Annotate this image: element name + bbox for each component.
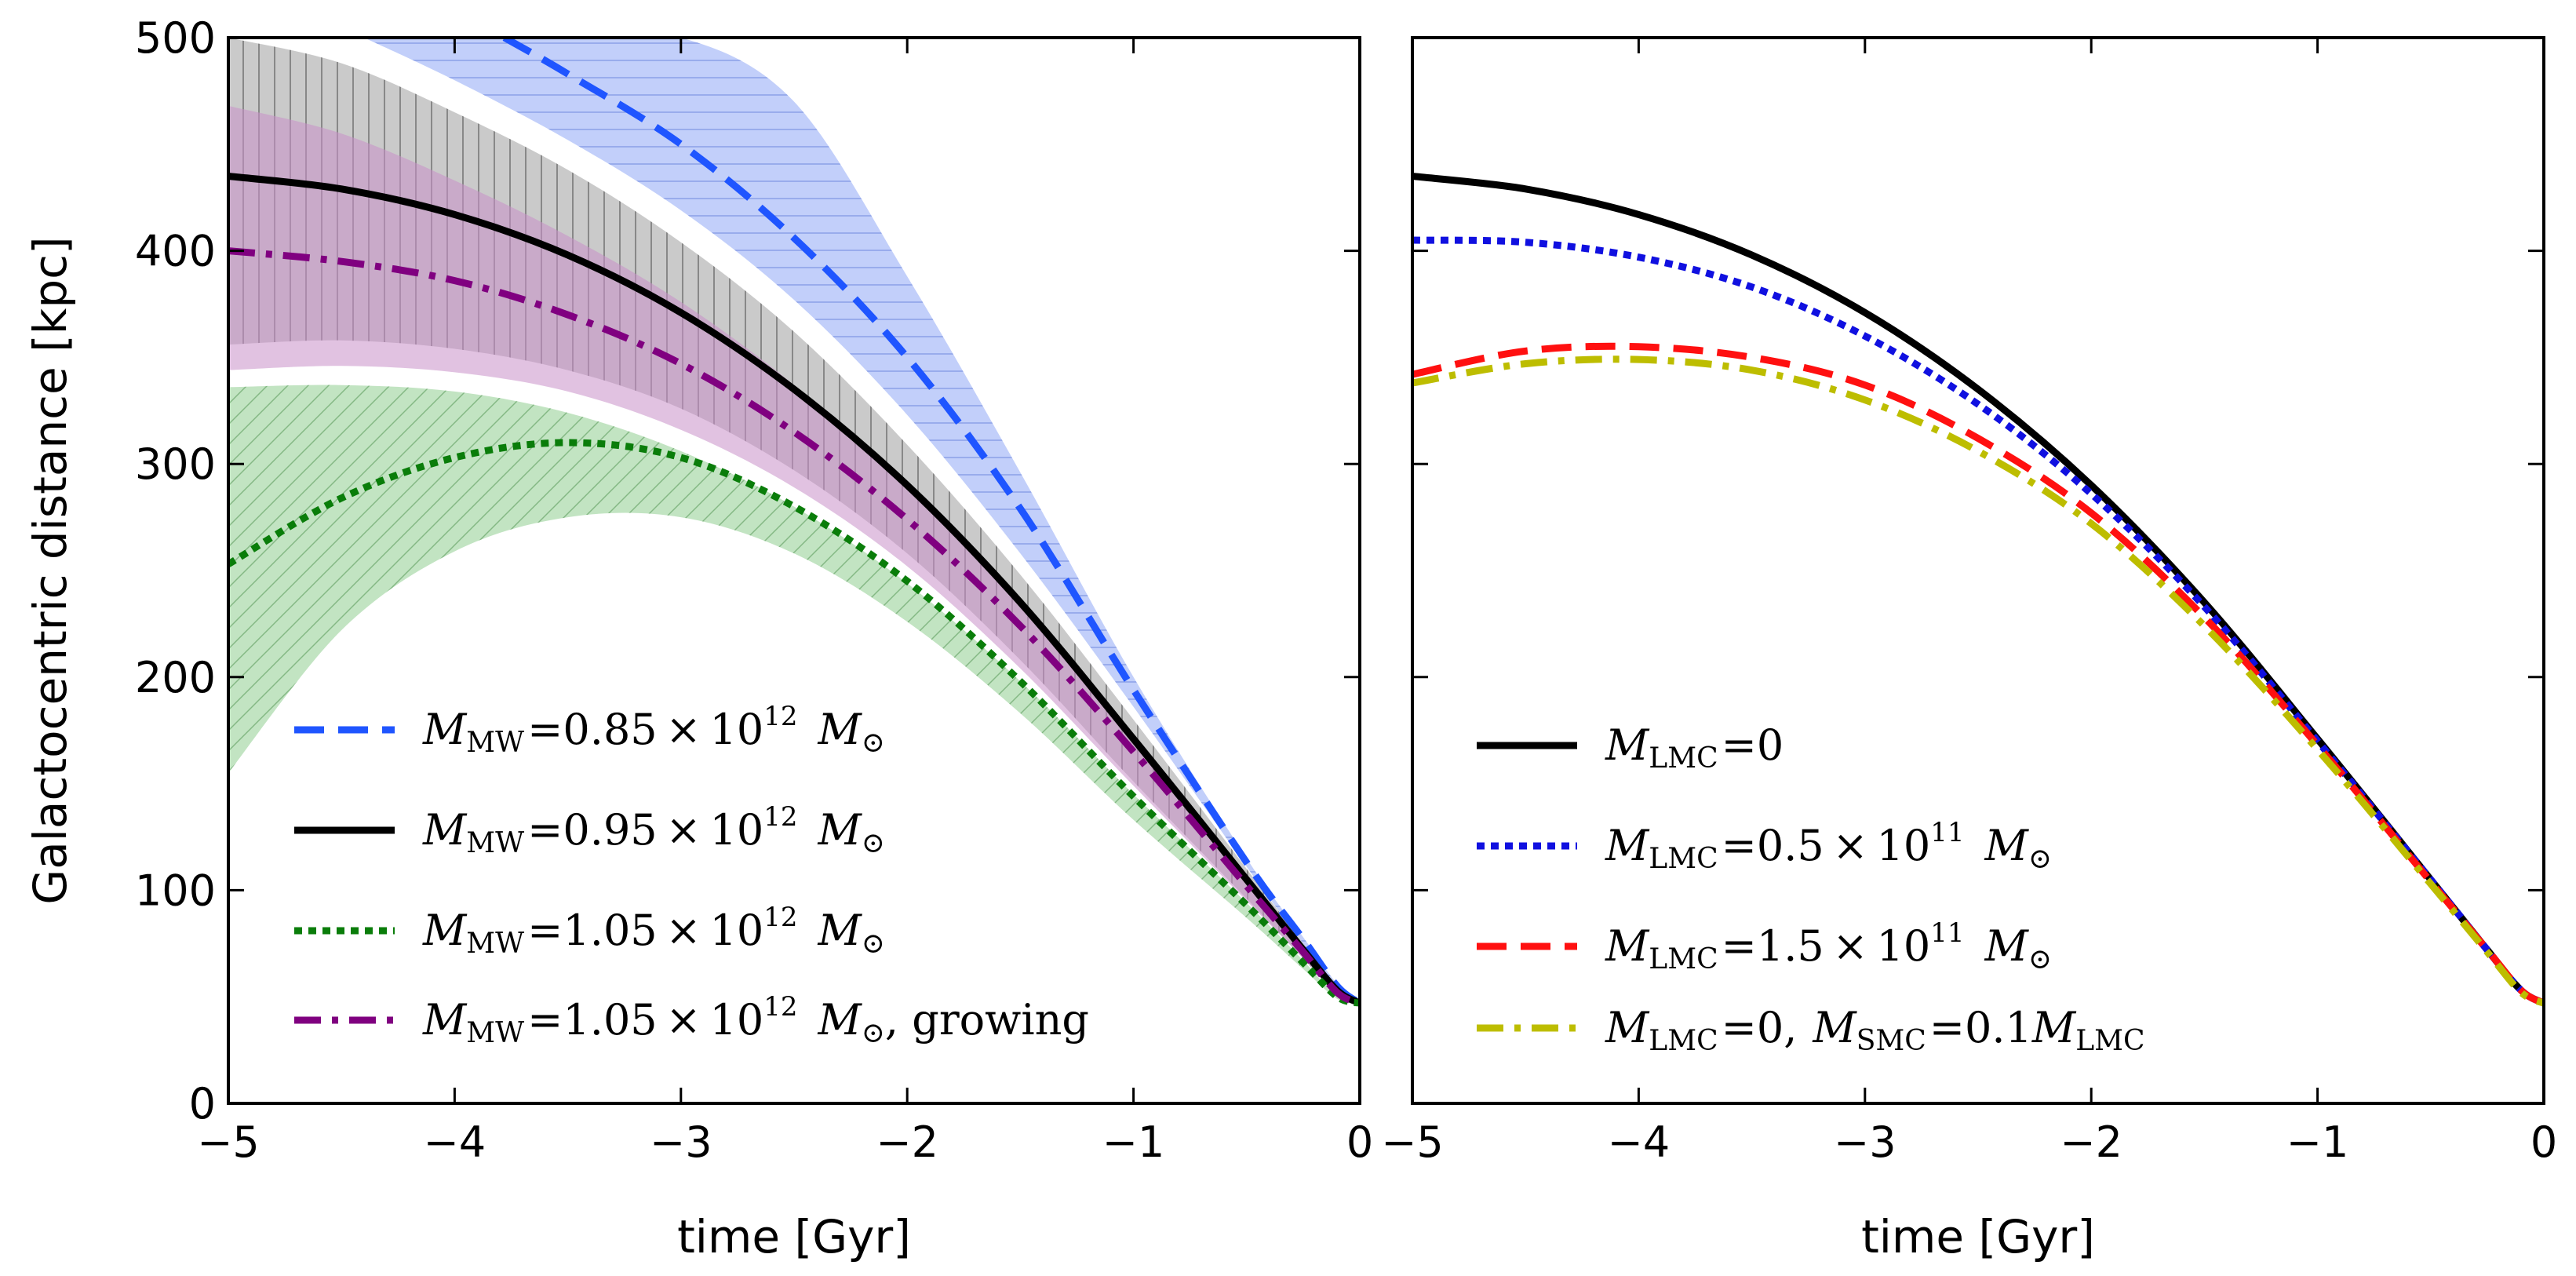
legend-text-part: M	[1984, 821, 2030, 870]
x-tick-label: −4	[424, 1117, 486, 1167]
legend-text-part: =0.85 × 10	[527, 705, 763, 754]
band-hatch-3	[364, 38, 1360, 1004]
series-line-0	[502, 38, 1360, 1007]
legend-text-part: M	[817, 705, 862, 754]
legend-text-part: MW	[466, 727, 524, 759]
legend-text-part: M	[1984, 921, 2030, 971]
legend-text-part: MW	[466, 827, 524, 859]
legend-text-part: MW	[466, 1017, 524, 1049]
legend-text-part: =1.05 × 10	[527, 995, 763, 1044]
legend-text-part: MW	[466, 928, 524, 960]
legend-label: MMW=1.05 × 1012 M⊙	[422, 902, 885, 960]
legend-text-part: =0	[1722, 720, 1784, 770]
legend-text-part: M	[817, 995, 862, 1044]
x-tick-label: −3	[650, 1117, 712, 1167]
legend-text-part: ⊙	[2028, 843, 2052, 875]
legend-text-part: =0,	[1722, 1003, 1798, 1052]
legend-text-part: SMC	[1856, 1025, 1926, 1057]
legend-text-part: M	[817, 805, 862, 855]
legend-text-part: M	[1812, 1003, 1857, 1052]
legend-text-part: M	[817, 906, 862, 955]
legend-text-part: LMC	[1649, 1025, 1718, 1057]
legend-text-part: =0.95 × 10	[527, 805, 763, 855]
legend-text-part: M	[422, 995, 468, 1044]
legend-label: MMW=1.05 × 1012 M⊙, growing	[422, 991, 1089, 1049]
x-tick-label: −2	[876, 1117, 938, 1167]
legend-text-part: 11	[1930, 817, 1964, 848]
legend-text-part: M	[422, 805, 468, 855]
legend-text-part: LMC	[1649, 843, 1718, 875]
legend-text-part: 12	[763, 902, 797, 933]
legend-text-part: 12	[763, 991, 797, 1023]
band-hatch-0	[228, 385, 1360, 1004]
left-lines	[228, 38, 1360, 1007]
legend-label: MMW=0.85 × 1012 M⊙	[422, 701, 885, 759]
y-tick-label: 0	[189, 1079, 216, 1128]
legend-label: MLMC=0, MSMC=0.1MLMC	[1605, 1003, 2145, 1057]
legend-text-part: M	[1605, 720, 1650, 770]
left-legend: MMW=0.85 × 1012 M⊙MMW=0.95 × 1012 M⊙MMW=1.…	[294, 701, 1089, 1049]
legend-text-part: M	[422, 906, 468, 955]
x-tick-label: 0	[1346, 1117, 1373, 1167]
series-line-0	[1412, 173, 2544, 1007]
legend-text-part: =1.5 × 10	[1722, 921, 1931, 971]
legend-text-part: LMC	[1649, 742, 1718, 775]
legend-label: MLMC=1.5 × 1011 M⊙	[1605, 917, 2052, 975]
right-lines	[1412, 173, 2544, 1007]
right-x-axis-label: time [Gyr]	[1861, 1210, 2095, 1263]
legend-text-part: ⊙	[862, 727, 885, 759]
legend-text-part: =0.1	[1929, 1003, 2032, 1052]
legend-label: MLMC=0.5 × 1011 M⊙	[1605, 817, 2052, 875]
x-tick-label: −1	[1102, 1117, 1165, 1167]
legend-text-part: ⊙	[862, 928, 885, 960]
series-line-2	[1412, 342, 2544, 1007]
legend-text-part: M	[1605, 821, 1650, 870]
x-tick-label: −4	[1608, 1117, 1671, 1167]
legend-label: MLMC=0	[1605, 720, 1784, 775]
legend-text-part: , growing	[885, 995, 1089, 1044]
legend-text-part: M	[2031, 1003, 2077, 1052]
x-tick-label: −5	[197, 1117, 260, 1167]
legend-text-part: 12	[763, 801, 797, 833]
legend-text-part: =1.05 × 10	[527, 906, 763, 955]
legend-text-part: M	[422, 705, 468, 754]
left-bands	[228, 38, 1360, 1004]
x-tick-label: −3	[1834, 1117, 1896, 1167]
left-x-axis-label: time [Gyr]	[677, 1210, 911, 1263]
y-tick-label: 100	[135, 866, 216, 915]
right-ticks: −5 −4 −3 −2 −1 0	[1381, 36, 2557, 1167]
legend-text-part: M	[1605, 1003, 1650, 1052]
legend-text-part: ⊙	[862, 1017, 885, 1049]
legend-text-part: LMC	[2075, 1025, 2144, 1057]
y-axis-label: Galactocentric distance [kpc]	[24, 236, 77, 904]
left-panel: −5 −4 −3 −2 −1 0 0 100 200 300 400 500 time [Gyr] G…	[24, 13, 1373, 1263]
right-plot-frame	[1411, 36, 2545, 1105]
legend-text-part: 12	[763, 701, 797, 732]
legend-text-part: ⊙	[862, 827, 885, 859]
left-ticks: −5 −4 −3 −2 −1 0 0 100 200 300 400 500	[135, 13, 1373, 1167]
y-tick-label: 500	[135, 13, 216, 63]
legend-text-part: LMC	[1649, 943, 1718, 975]
x-tick-label: 0	[2530, 1117, 2557, 1167]
band-2	[228, 105, 1360, 1004]
legend-text-part: M	[1605, 921, 1650, 971]
legend-text-part: ⊙	[2028, 943, 2052, 975]
series-line-1	[1412, 236, 2544, 1007]
legend-label: MMW=0.95 × 1012 M⊙	[422, 801, 885, 859]
series-line-2	[228, 439, 1360, 1007]
legend-text-part: 11	[1930, 917, 1964, 949]
y-tick-label: 400	[135, 227, 216, 276]
left-plot-frame	[227, 36, 1361, 1105]
y-tick-label: 200	[135, 653, 216, 702]
series-line-3	[228, 247, 1360, 1007]
y-tick-label: 300	[135, 439, 216, 489]
x-tick-label: −1	[2286, 1117, 2349, 1167]
legend-text-part: =0.5 × 10	[1722, 821, 1931, 870]
x-tick-label: −5	[1381, 1117, 1444, 1167]
x-tick-label: −2	[2060, 1117, 2122, 1167]
series-line-3	[1412, 355, 2544, 1007]
